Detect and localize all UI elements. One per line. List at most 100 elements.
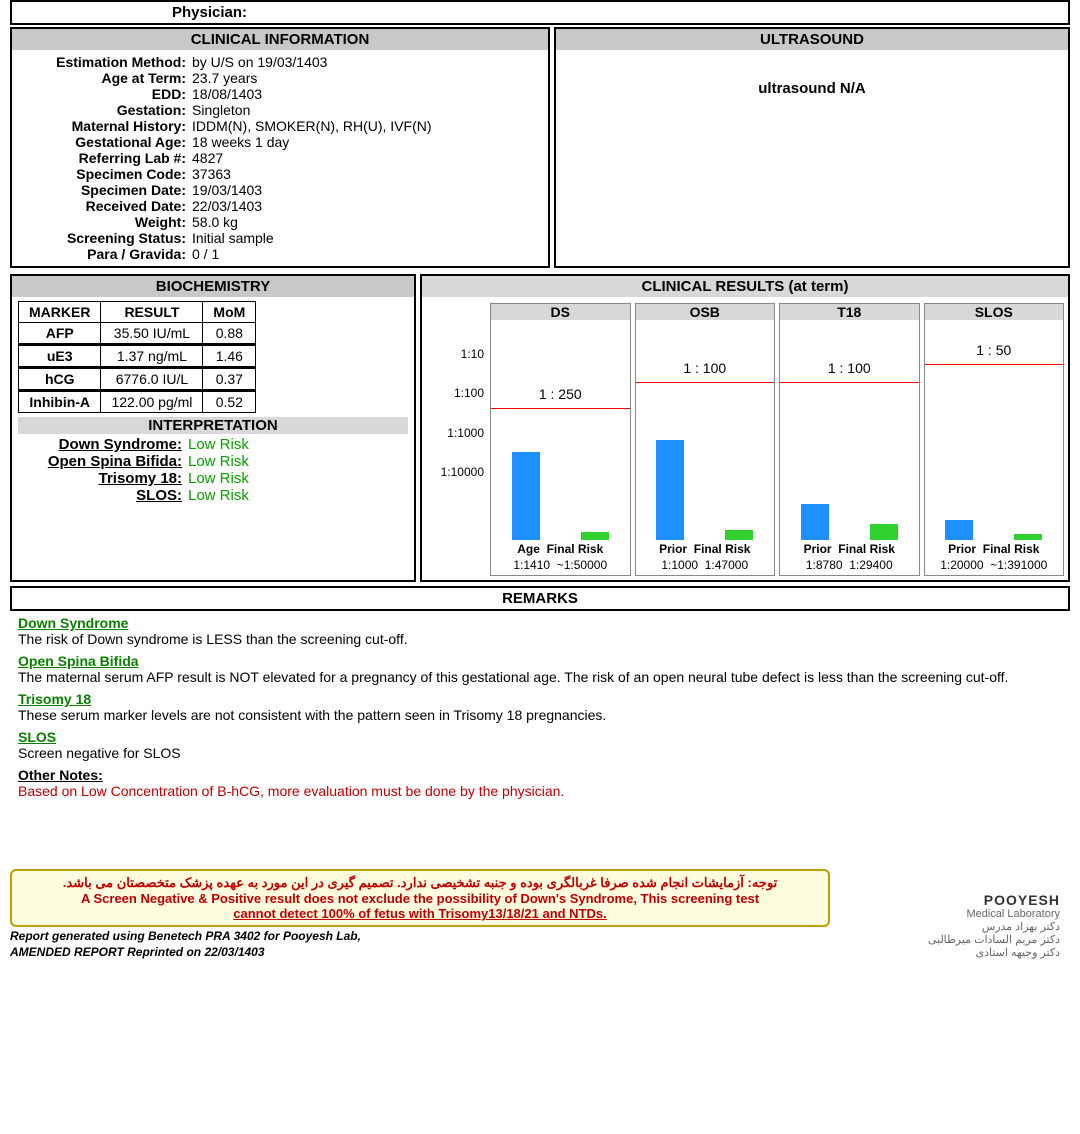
remark-title: Down Syndrome <box>18 615 1062 631</box>
chart-ds: DS1 : 250Age Final Risk1:1410 ~1:50000 <box>490 303 631 576</box>
bio-row: Inhibin-A122.00 pg/ml0.52 <box>19 391 256 413</box>
clinical-info-grid: Estimation Method:by U/S on 19/03/1403Ag… <box>12 50 548 266</box>
interp-value: Low Risk <box>188 487 249 504</box>
bio-cell: 1.37 ng/mL <box>101 345 203 368</box>
bar-final <box>725 530 753 540</box>
bar-final <box>1014 534 1042 540</box>
chart-body: 1 : 50 <box>925 320 1064 540</box>
axis-tick: 1:1000 <box>426 426 484 440</box>
bar-age <box>801 504 829 540</box>
axis-tick: 1:100 <box>426 386 484 400</box>
info-row: Specimen Code:37363 <box>22 166 538 182</box>
chart-footer: Prior Final Risk1:20000 ~1:391000 <box>925 540 1064 575</box>
interp-key: Open Spina Bifida: <box>18 453 188 470</box>
info-key: Estimation Method: <box>22 54 192 70</box>
chart-body: 1 : 100 <box>780 320 919 540</box>
info-row: Weight:58.0 kg <box>22 214 538 230</box>
remark-text: The risk of Down syndrome is LESS than t… <box>18 631 1062 647</box>
generated-line2: AMENDED REPORT Reprinted on 22/03/1403 <box>10 945 1070 959</box>
axis-tick: 1:10000 <box>426 465 484 479</box>
interp-row: Trisomy 18:Low Risk <box>18 470 408 487</box>
remark-text: Screen negative for SLOS <box>18 745 1062 761</box>
bio-cell: 0.88 <box>203 323 256 345</box>
bar-final <box>581 532 609 540</box>
chart-title: DS <box>491 304 630 320</box>
bar-final <box>870 524 898 540</box>
ultrasound-box: ULTRASOUND ultrasound N/A <box>554 27 1070 268</box>
interpretation-header: INTERPRETATION <box>18 417 408 434</box>
interp-row: Open Spina Bifida:Low Risk <box>18 453 408 470</box>
info-value: 58.0 kg <box>192 214 538 230</box>
chart-title: SLOS <box>925 304 1064 320</box>
interpretation-list: Down Syndrome:Low RiskOpen Spina Bifida:… <box>12 436 414 510</box>
info-row: EDD:18/08/1403 <box>22 86 538 102</box>
remark-title: Open Spina Bifida <box>18 653 1062 669</box>
remark-title: Trisomy 18 <box>18 691 1062 707</box>
info-row: Referring Lab #:4827 <box>22 150 538 166</box>
chart-slos: SLOS1 : 50Prior Final Risk1:20000 ~1:391… <box>924 303 1065 576</box>
chart-body: 1 : 250 <box>491 320 630 540</box>
info-key: Received Date: <box>22 198 192 214</box>
bio-cell: 1.46 <box>203 345 256 368</box>
bar-age <box>656 440 684 540</box>
info-value: 0 / 1 <box>192 246 538 262</box>
info-value: 4827 <box>192 150 538 166</box>
bar-age <box>512 452 540 540</box>
info-value: 18/08/1403 <box>192 86 538 102</box>
bio-cell: 6776.0 IU/L <box>101 368 203 391</box>
remark-title: SLOS <box>18 729 1062 745</box>
chart-bars <box>925 320 1064 540</box>
info-row: Age at Term:23.7 years <box>22 70 538 86</box>
info-key: Weight: <box>22 214 192 230</box>
chart-title: T18 <box>780 304 919 320</box>
interp-key: SLOS: <box>18 487 188 504</box>
warning-box: توجه: آزمایشات انجام شده صرفا غربالگری ب… <box>10 869 830 927</box>
info-value: 18 weeks 1 day <box>192 134 538 150</box>
info-key: Specimen Date: <box>22 182 192 198</box>
interp-value: Low Risk <box>188 453 249 470</box>
info-value: IDDM(N), SMOKER(N), RH(U), IVF(N) <box>192 118 538 134</box>
charts-row: 1:10 1:100 1:1000 1:10000 DS1 : 250Age F… <box>422 297 1068 580</box>
bar-age <box>945 520 973 540</box>
bio-row: uE31.37 ng/mL1.46 <box>19 345 256 368</box>
info-value: Initial sample <box>192 230 538 246</box>
info-key: EDD: <box>22 86 192 102</box>
lab-logo-block: POOYESH Medical Laboratory دکتر بهزاد مد… <box>928 892 1060 959</box>
bio-row: AFP35.50 IU/mL0.88 <box>19 323 256 345</box>
chart-footer: Age Final Risk1:1410 ~1:50000 <box>491 540 630 575</box>
chart-bars <box>491 320 630 540</box>
bio-cell: AFP <box>19 323 101 345</box>
remark-text: These serum marker levels are not consis… <box>18 707 1062 723</box>
ultrasound-body: ultrasound N/A <box>556 50 1068 97</box>
info-key: Referring Lab #: <box>22 150 192 166</box>
chart-bars <box>636 320 775 540</box>
chart-osb: OSB1 : 100Prior Final Risk1:1000 1:47000 <box>635 303 776 576</box>
bio-cell: uE3 <box>19 345 101 368</box>
info-row: Gestational Age:18 weeks 1 day <box>22 134 538 150</box>
info-value: 22/03/1403 <box>192 198 538 214</box>
lab-sub: Medical Laboratory <box>928 908 1060 920</box>
remarks-body: Down SyndromeThe risk of Down syndrome i… <box>10 611 1070 809</box>
chart-footer: Prior Final Risk1:1000 1:47000 <box>636 540 775 575</box>
info-key: Age at Term: <box>22 70 192 86</box>
interp-row: Down Syndrome:Low Risk <box>18 436 408 453</box>
footer: توجه: آزمایشات انجام شده صرفا غربالگری ب… <box>10 869 1070 959</box>
info-key: Gestation: <box>22 102 192 118</box>
info-key: Specimen Code: <box>22 166 192 182</box>
generated-line1: Report generated using Benetech PRA 3402… <box>10 929 1070 943</box>
info-key: Maternal History: <box>22 118 192 134</box>
interp-key: Down Syndrome: <box>18 436 188 453</box>
info-value: by U/S on 19/03/1403 <box>192 54 538 70</box>
chart-title: OSB <box>636 304 775 320</box>
ultrasound-header: ULTRASOUND <box>556 29 1068 50</box>
interp-value: Low Risk <box>188 436 249 453</box>
bio-cell: 0.52 <box>203 391 256 413</box>
remarks-header: REMARKS <box>12 588 1068 609</box>
info-key: Para / Gravida: <box>22 246 192 262</box>
lab-sig1: دکتر بهزاد مدرس <box>928 920 1060 933</box>
bio-header: MoM <box>203 302 256 323</box>
info-row: Screening Status:Initial sample <box>22 230 538 246</box>
bio-header: RESULT <box>101 302 203 323</box>
warning-en2: cannot detect 100% of fetus with Trisomy… <box>18 906 822 921</box>
biochemistry-box: BIOCHEMISTRY MARKERRESULTMoMAFP35.50 IU/… <box>10 274 416 582</box>
